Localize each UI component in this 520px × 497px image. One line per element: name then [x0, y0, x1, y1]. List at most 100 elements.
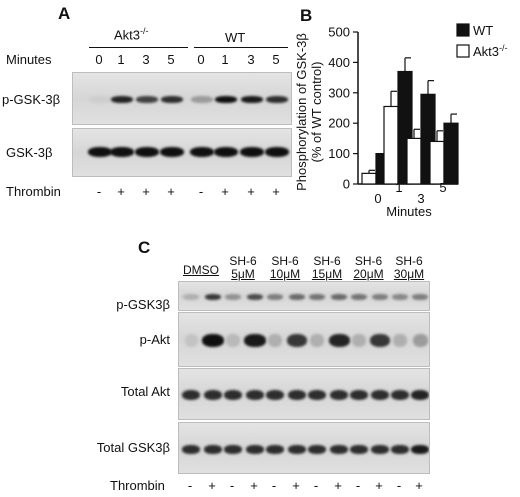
band-c [225, 294, 241, 300]
y-axis-label: Phosphorylation of GSK-3β [296, 33, 309, 191]
condition-label: SH-6 30μM [388, 255, 430, 281]
band-gsk3b-a [240, 147, 264, 157]
thrombin-sign-c: + [415, 478, 423, 493]
row-label-c: Total Akt [120, 384, 170, 399]
band-c [393, 334, 407, 347]
condition-line1: SH-6 [395, 254, 423, 268]
bar [429, 140, 445, 185]
thrombin-sign-a: + [142, 184, 150, 199]
band-c [371, 444, 389, 454]
band-gsk3b-a [214, 147, 238, 157]
condition-line2: 10μM [269, 267, 301, 281]
band-c [308, 390, 326, 400]
row-label-gsk3b-a: GSK-3β [6, 145, 53, 160]
band-c [310, 334, 324, 347]
band-c [350, 390, 368, 400]
thrombin-sign-c: - [187, 478, 193, 493]
lane-label-a: 3 [142, 52, 150, 67]
blot-p-gsk3b-a [72, 72, 292, 125]
band-gsk3b-a [88, 147, 112, 157]
band-c [308, 444, 326, 454]
x-axis-label: Minutes [386, 204, 432, 219]
band-gsk3b-a [265, 147, 289, 157]
condition-label: SH-6 5μM [222, 255, 264, 281]
band-c [244, 334, 266, 347]
row-label-c: Total GSK3β [96, 440, 170, 455]
row-label-c: p-Akt [139, 332, 170, 347]
band-c [266, 390, 284, 400]
band-c [370, 334, 390, 347]
band-c [351, 294, 367, 300]
blot-total-gsk3- [178, 422, 430, 474]
bar [443, 122, 459, 185]
x-tick-label: 3 [417, 191, 424, 206]
thrombin-sign-c: - [229, 478, 235, 493]
thrombin-sign-a: + [272, 184, 280, 199]
thrombin-sign-c: - [271, 478, 277, 493]
condition-label: SH-6 20μM [348, 255, 390, 281]
y-tick-label: 300 [328, 85, 350, 100]
thrombin-sign-c: - [313, 478, 319, 493]
band-c [205, 294, 221, 300]
condition-line1: DMSO [183, 263, 219, 277]
thrombin-sign-c: - [355, 478, 361, 493]
condition-line2: 15μM [311, 267, 343, 281]
thrombin-sign-c: + [208, 478, 216, 493]
condition-line2: 30μM [393, 267, 425, 281]
bar-chart-b: 0 100 200 300 400 500 Phosphorylation of GSK-3… [296, 23, 508, 219]
band-c [204, 444, 222, 454]
band-gsk3b-a [190, 147, 214, 157]
band-c [411, 390, 429, 400]
group2-bracket [194, 47, 288, 48]
thrombin-label-a: Thrombin [6, 184, 61, 199]
x-tick-label: 5 [439, 180, 446, 195]
band-c [328, 334, 350, 347]
band-c [412, 334, 428, 347]
row-label-c: p-GSK3β [116, 297, 170, 312]
condition-line2: 20μM [353, 267, 384, 281]
band-c [247, 294, 263, 300]
band-c [288, 390, 306, 400]
band-c [268, 334, 282, 347]
band-c [226, 334, 240, 347]
group1-label-sup: -/- [140, 26, 149, 36]
legend-label: Akt3-/- [473, 43, 508, 59]
band-p-gsk3b-a [241, 96, 263, 103]
band-c [289, 294, 305, 300]
condition-label: DMSO [180, 264, 222, 277]
band-c [246, 390, 264, 400]
thrombin-sign-a: - [96, 184, 102, 199]
thrombin-sign-a: + [221, 184, 229, 199]
lane-label-a: 1 [117, 52, 125, 67]
thrombin-sign-c: + [292, 478, 300, 493]
band-c [246, 444, 264, 454]
blot-total-akt [178, 368, 430, 420]
band-c [352, 334, 366, 347]
y-tick-label: 0 [343, 177, 350, 192]
condition-line1: SH-6 [229, 254, 257, 268]
thrombin-label-c: Thrombin [110, 478, 165, 493]
group1-label-text: Akt3 [114, 27, 141, 43]
panel-c-letter: C [138, 238, 151, 257]
condition-line1: SH-6 [354, 254, 383, 268]
thrombin-sign-a: - [198, 184, 204, 199]
panel-a-letter: A [58, 4, 71, 23]
thrombin-sign-a: + [117, 184, 125, 199]
bar [383, 105, 399, 185]
band-c [287, 334, 307, 347]
band-c [184, 334, 198, 347]
blot-p-akt [178, 312, 430, 367]
band-gsk3b-a [135, 147, 159, 157]
band-c [183, 294, 199, 300]
minutes-label: Minutes [6, 52, 52, 67]
band-c [309, 294, 325, 300]
condition-label: SH-6 15μM [306, 255, 348, 281]
band-c [350, 444, 368, 454]
group1-bracket [89, 47, 188, 48]
band-p-gsk3b-a [191, 96, 213, 103]
band-c [182, 390, 200, 400]
condition-line2: 5μM [231, 267, 255, 281]
y-tick-label: 500 [328, 25, 350, 40]
band-c [224, 444, 242, 454]
band-c [371, 390, 389, 400]
